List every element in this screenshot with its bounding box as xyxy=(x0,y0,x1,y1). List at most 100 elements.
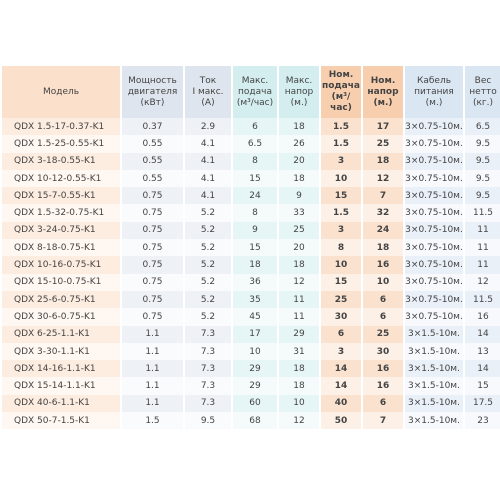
table-cell: 32 xyxy=(361,204,404,222)
table-cell: 3×0.75-10м. xyxy=(403,118,464,136)
table-cell: 1.5 xyxy=(319,204,362,222)
table-cell: QDX 1.5-17-0.37-K1 xyxy=(0,118,121,136)
table-cell: 3×0.75-10м. xyxy=(403,273,464,291)
table-cell: 0.75 xyxy=(120,256,184,274)
table-cell: 10 xyxy=(319,169,362,188)
table-cell: 25 xyxy=(277,221,320,240)
table-cell: 30 xyxy=(361,342,404,361)
table-cell: 25 xyxy=(361,325,404,343)
table-cell: 3 xyxy=(319,152,362,170)
table-cell: 17.5 xyxy=(463,394,500,413)
table-cell: 10 xyxy=(319,256,362,274)
table-cell: 3×0.75-10м. xyxy=(403,221,464,240)
table-cell: QDX 15-7-0.55-K1 xyxy=(0,187,121,205)
table-cell: 11.5 xyxy=(463,290,500,309)
column-header: Модель xyxy=(0,66,121,118)
table-cell: 18 xyxy=(277,256,320,274)
table-cell: 0.55 xyxy=(120,152,184,170)
table-cell: 18 xyxy=(361,239,404,257)
table-cell: 3 xyxy=(319,342,362,361)
table-cell: 3×0.75-10м. xyxy=(403,152,464,170)
table-row: QDX 3-18-0.55-K1 0.55 4.1 8 20 3 18 3×0.75-10м.… xyxy=(0,152,500,170)
table-cell: 9 xyxy=(277,187,320,205)
table-row: QDX 3-30-1.1-K1 1.1 7.3 10 31 3 30 3×1.5-10м. 13 xyxy=(0,342,500,361)
table-cell: 24 xyxy=(361,221,404,240)
table-cell: QDX 3-30-1.1-K1 xyxy=(0,342,121,361)
table-cell: QDX 15-10-0.75-K1 xyxy=(0,273,121,291)
table-cell: 6.5 xyxy=(463,118,500,136)
table-cell: 1.1 xyxy=(120,325,184,343)
table-cell: 24 xyxy=(231,187,278,205)
table-cell: 23 xyxy=(463,412,500,430)
table-cell: 11 xyxy=(277,308,320,326)
table-cell: QDX 8-18-0.75-K1 xyxy=(0,239,121,257)
table-cell: 3×0.75-10м. xyxy=(403,308,464,326)
table-cell: 5.2 xyxy=(183,273,232,291)
table-wrap: Модель Мощность двигателя (кВт) Ток I макс… xyxy=(0,66,500,430)
header-row: Модель Мощность двигателя (кВт) Ток I макс… xyxy=(0,66,500,118)
table-cell: 3×0.75-10м. xyxy=(403,290,464,309)
table-cell: 17 xyxy=(361,118,404,136)
table-row: QDX 50-7-1.5-K1 1.5 9.5 68 12 50 7 3×1.5-10м. 23 xyxy=(0,412,500,430)
table-row: QDX 14-16-1.1-K1 1.1 7.3 29 18 14 16 3×1.5-10м.… xyxy=(0,360,500,378)
table-cell: 15 xyxy=(319,273,362,291)
table-cell: 8 xyxy=(231,204,278,222)
table-cell: 4.1 xyxy=(183,135,232,153)
table-cell: 5.2 xyxy=(183,204,232,222)
table-cell: QDX 3-18-0.55-K1 xyxy=(0,152,121,170)
table-cell: 0.55 xyxy=(120,169,184,188)
table-cell: 14 xyxy=(463,325,500,343)
table-cell: 20 xyxy=(277,152,320,170)
table-cell: 25 xyxy=(361,135,404,153)
table-cell: 16 xyxy=(361,360,404,378)
table-cell: 5.2 xyxy=(183,221,232,240)
table-row: QDX 15-7-0.55-K1 0.75 4.1 24 9 15 7 3×0.75-10м.… xyxy=(0,187,500,205)
table-cell: 1.1 xyxy=(120,394,184,413)
table-cell: 7 xyxy=(361,187,404,205)
table-cell: 15 xyxy=(319,187,362,205)
table-cell: 1.5 xyxy=(319,118,362,136)
table-row: QDX 10-12-0.55-K1 0.55 4.1 15 18 10 12 3×0.75-1… xyxy=(0,169,500,188)
table-cell: 5.2 xyxy=(183,239,232,257)
table-cell: QDX 1.5-32-0.75-K1 xyxy=(0,204,121,222)
table-cell: 10 xyxy=(361,273,404,291)
table-cell: 4.1 xyxy=(183,152,232,170)
table-cell: 3×1.5-10м. xyxy=(403,360,464,378)
table-cell: QDX 6-25-1.1-K1 xyxy=(0,325,121,343)
table-cell: 0.75 xyxy=(120,273,184,291)
table-cell: 11.5 xyxy=(463,204,500,222)
table-cell: 9.5 xyxy=(463,135,500,153)
table-cell: 0.75 xyxy=(120,290,184,309)
table-cell: QDX 10-12-0.55-K1 xyxy=(0,169,121,188)
table-row: QDX 1.5-25-0.55-K1 0.55 4.1 6.5 26 1.5 25 3×0.7… xyxy=(0,135,500,153)
table-cell: 5.2 xyxy=(183,308,232,326)
table-cell: 68 xyxy=(231,412,278,430)
column-header: Мощность двигателя (кВт) xyxy=(120,66,184,118)
table-cell: 18 xyxy=(231,256,278,274)
table-cell: 29 xyxy=(277,325,320,343)
table-cell: 3×0.75-10м. xyxy=(403,187,464,205)
table-cell: 5.2 xyxy=(183,290,232,309)
table-cell: 15 xyxy=(231,169,278,188)
table-cell: 3×0.75-10м. xyxy=(403,204,464,222)
column-header: Ном. подача (м³/час) xyxy=(319,66,362,118)
table-cell: 15 xyxy=(231,239,278,257)
table-cell: 6 xyxy=(361,308,404,326)
table-row: QDX 3-24-0.75-K1 0.75 5.2 9 25 3 24 3×0.75-10м.… xyxy=(0,221,500,240)
table-row: QDX 1.5-17-0.37-K1 0.37 2.9 6 18 1.5 17 3×0.75-… xyxy=(0,118,500,136)
table-row: QDX 6-25-1.1-K1 1.1 7.3 17 29 6 25 3×1.5-10м. 14 xyxy=(0,325,500,343)
table-cell: 8 xyxy=(231,152,278,170)
table-cell: 0.75 xyxy=(120,308,184,326)
table-cell: 6.5 xyxy=(231,135,278,153)
table-cell: 18 xyxy=(277,169,320,188)
table-cell: 10 xyxy=(277,394,320,413)
table-cell: 9.5 xyxy=(183,412,232,430)
table-cell: 7.3 xyxy=(183,342,232,361)
table-cell: 18 xyxy=(361,152,404,170)
table-cell: QDX 15-14-1.1-K1 xyxy=(0,377,121,395)
table-cell: 18 xyxy=(277,118,320,136)
table-cell: 4.1 xyxy=(183,187,232,205)
table-cell: 7.3 xyxy=(183,377,232,395)
table-cell: 9.5 xyxy=(463,169,500,188)
table-cell: 9.5 xyxy=(463,152,500,170)
